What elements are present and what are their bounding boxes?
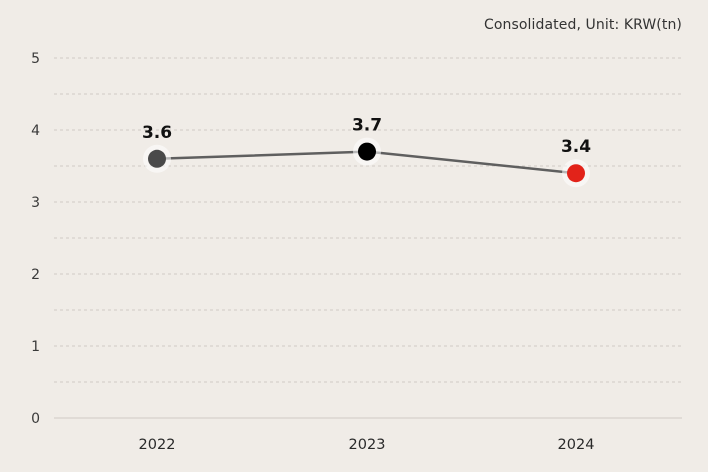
- data-point[interactable]: [567, 164, 585, 183]
- y-tick-label: 5: [31, 51, 40, 67]
- data-point[interactable]: [358, 142, 376, 161]
- data-label: 3.7: [352, 116, 382, 136]
- y-tick-label: 3: [31, 195, 40, 211]
- x-tick-label: 2022: [139, 437, 176, 453]
- y-tick-label: 2: [31, 267, 40, 283]
- data-label: 3.4: [561, 137, 591, 157]
- unit-note: Consolidated, Unit: KRW(tn): [483, 17, 682, 33]
- data-label: 3.6: [142, 123, 172, 143]
- y-tick-label: 0: [31, 411, 40, 427]
- x-tick-label: 2024: [558, 437, 595, 453]
- gridlines: [54, 57, 682, 383]
- data-point[interactable]: [148, 149, 166, 168]
- x-tick-label: 2023: [349, 437, 386, 453]
- y-tick-label: 1: [31, 339, 40, 355]
- y-tick-label: 4: [31, 123, 40, 139]
